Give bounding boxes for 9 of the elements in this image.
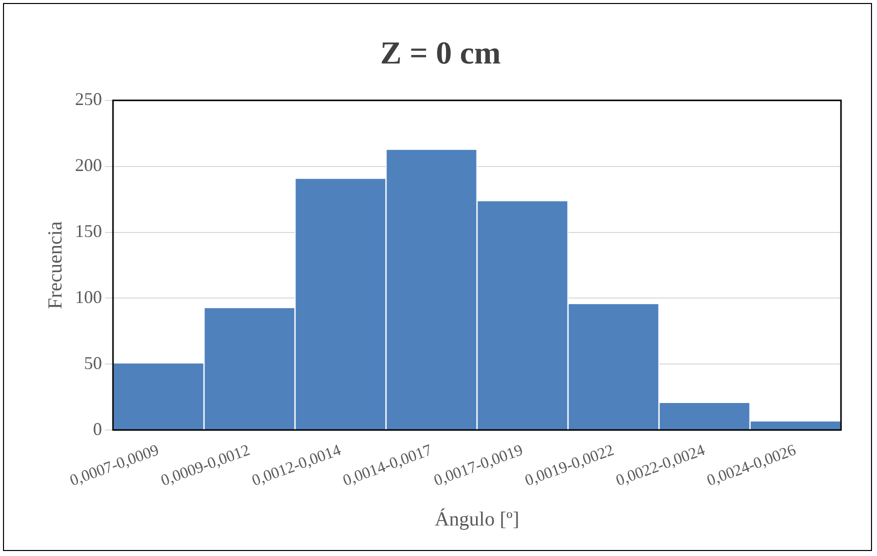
x-axis-title: Ángulo [º] bbox=[434, 507, 520, 530]
y-axis-title: Frecuencia bbox=[44, 221, 66, 310]
y-tick-label: 250 bbox=[75, 89, 102, 110]
y-tick-label: 100 bbox=[75, 286, 102, 307]
y-tick-label: 200 bbox=[75, 155, 102, 176]
y-tick-label: 0 bbox=[93, 418, 102, 439]
chart-title: Z = 0 cm bbox=[380, 34, 502, 70]
y-tick-label: 50 bbox=[84, 352, 102, 373]
y-tick-label: 150 bbox=[75, 220, 102, 241]
